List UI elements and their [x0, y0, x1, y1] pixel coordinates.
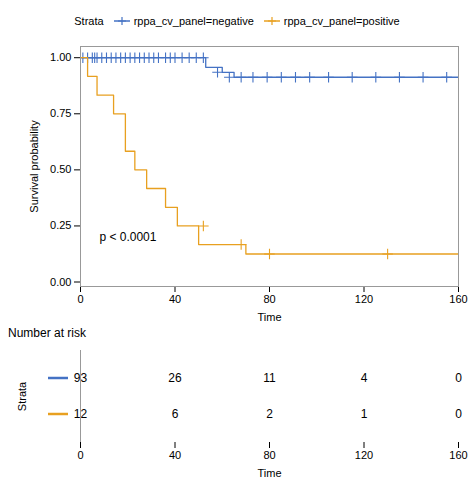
svg-text:120: 120: [355, 293, 373, 305]
svg-text:93: 93: [73, 371, 88, 386]
svg-text:0.00: 0.00: [50, 276, 71, 288]
svg-text:4: 4: [361, 371, 368, 385]
svg-text:12: 12: [73, 407, 88, 422]
svg-text:0.75: 0.75: [50, 107, 71, 119]
html-text:rppa_cv_panel=positive: rppa_cv_panel=positive: [283, 15, 400, 27]
svg-text:0: 0: [455, 407, 462, 421]
svg-text:160: 160: [449, 293, 467, 305]
svg-text:Time: Time: [257, 467, 281, 479]
svg-text:0.50: 0.50: [50, 163, 71, 175]
svg-text:26: 26: [168, 371, 182, 385]
svg-text:120: 120: [355, 449, 373, 461]
svg-text:0.25: 0.25: [50, 219, 71, 231]
svg-text:Strata: Strata: [16, 381, 28, 411]
html-text:Strata: Strata: [74, 15, 104, 27]
svg-text:11: 11: [263, 371, 276, 385]
svg-text:0: 0: [455, 371, 462, 385]
html-text:Number at risk: Number at risk: [8, 326, 86, 340]
svg-text:1: 1: [361, 407, 368, 421]
svg-text:40: 40: [169, 293, 181, 305]
html-text:rppa_cv_panel=negative: rppa_cv_panel=negative: [133, 15, 254, 27]
svg-text:80: 80: [263, 293, 275, 305]
svg-text:Survival probability: Survival probability: [28, 120, 40, 213]
svg-text:80: 80: [263, 449, 275, 461]
svg-text:2: 2: [266, 407, 273, 421]
svg-text:1.00: 1.00: [50, 51, 71, 63]
svg-text:p < 0.0001: p < 0.0001: [99, 230, 156, 244]
svg-text:0: 0: [77, 449, 83, 461]
svg-text:0: 0: [77, 293, 83, 305]
svg-text:Time: Time: [257, 311, 281, 323]
svg-text:6: 6: [172, 407, 179, 421]
svg-text:160: 160: [449, 449, 467, 461]
svg-text:40: 40: [169, 449, 181, 461]
